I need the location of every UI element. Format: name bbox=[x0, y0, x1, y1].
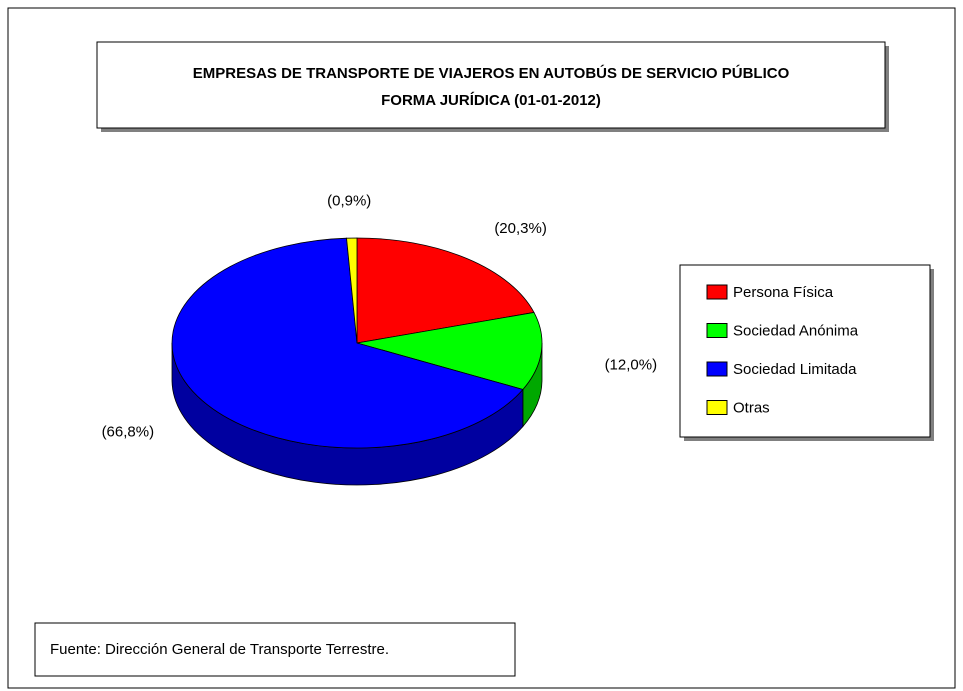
legend-swatch bbox=[706, 361, 728, 377]
legend-swatch bbox=[706, 400, 728, 415]
legend-swatch bbox=[706, 284, 728, 300]
chart-title: EMPRESAS DE TRANSPORTE DE VIAJEROS EN AU… bbox=[193, 64, 790, 82]
frame bbox=[7, 7, 956, 689]
legend-label: Sociedad Anónima bbox=[733, 322, 859, 339]
legend-label: Persona Física bbox=[733, 284, 834, 301]
legend-label: Otras bbox=[733, 399, 770, 416]
slice bbox=[346, 237, 358, 344]
data-label: (20,3%) bbox=[494, 220, 547, 237]
slice bbox=[171, 237, 524, 449]
slice bbox=[356, 237, 535, 344]
slice bbox=[356, 311, 543, 390]
legend-swatch bbox=[706, 323, 728, 338]
data-label: (12,0%) bbox=[605, 357, 658, 374]
chart-subtitle: FORMA JURÍDICA (01-01-2012) bbox=[381, 92, 601, 109]
data-label: (66,8%) bbox=[102, 423, 155, 440]
source-box bbox=[34, 622, 516, 677]
data-label: (0,9%) bbox=[327, 192, 371, 209]
source: Fuente: Dirección General de Transporte … bbox=[50, 641, 389, 658]
title-box bbox=[96, 41, 886, 129]
legend-label: Sociedad Limitada bbox=[733, 361, 857, 378]
